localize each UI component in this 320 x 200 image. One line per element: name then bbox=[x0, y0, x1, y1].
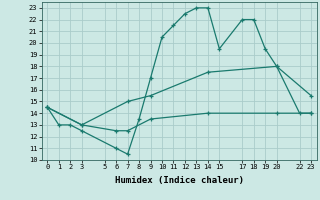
X-axis label: Humidex (Indice chaleur): Humidex (Indice chaleur) bbox=[115, 176, 244, 185]
